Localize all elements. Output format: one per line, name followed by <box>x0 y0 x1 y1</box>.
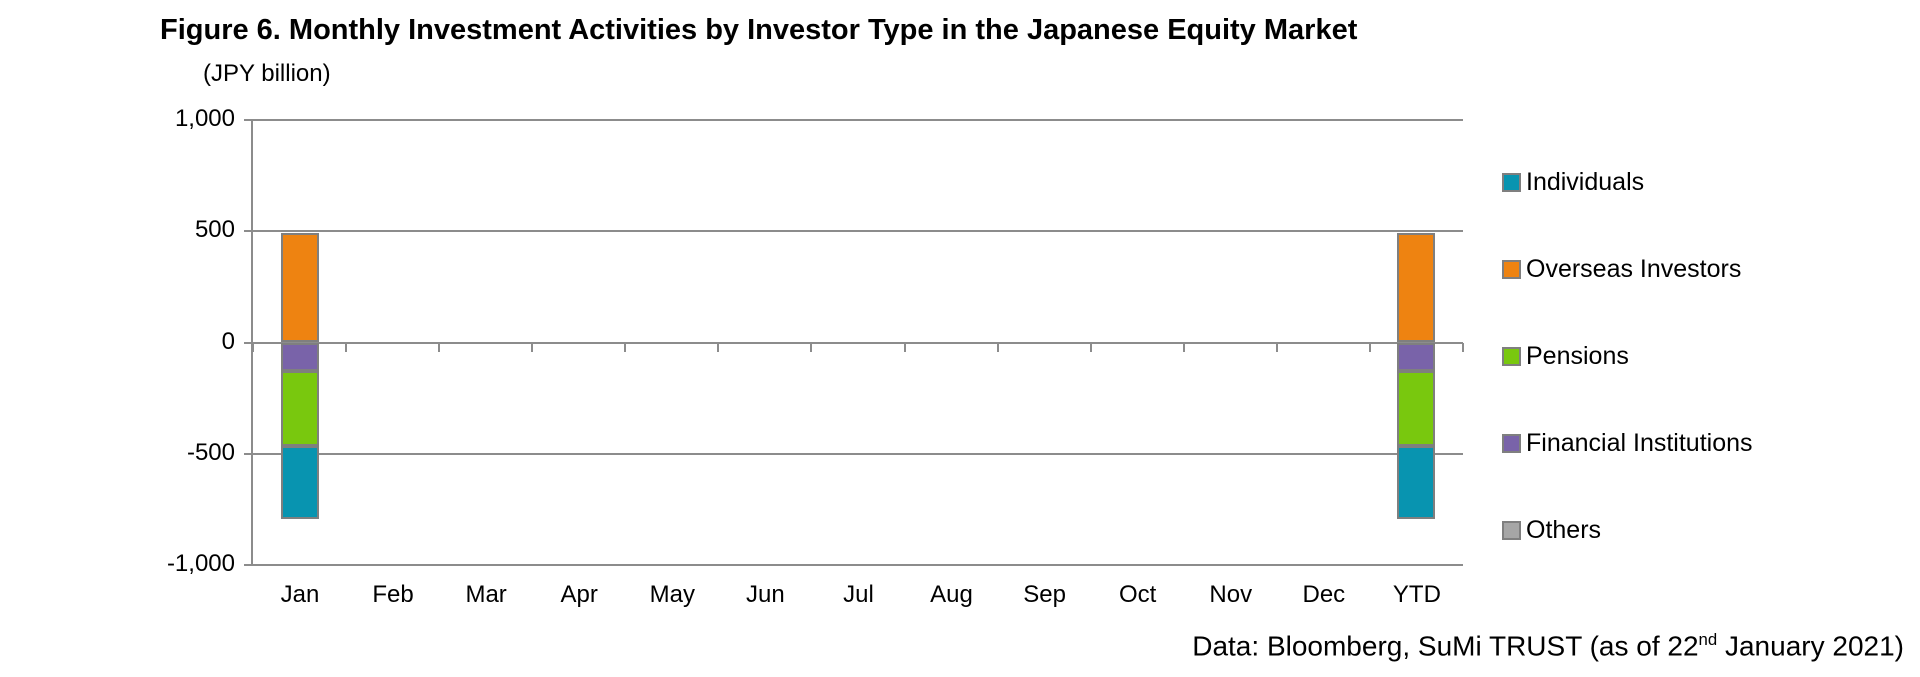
bar-segment-individuals <box>1397 445 1436 520</box>
gridline <box>244 341 1463 344</box>
y-tick-label: 500 <box>194 216 235 244</box>
x-axis-tick <box>1182 342 1185 352</box>
legend-item-pensions: Pensions <box>1502 342 1629 371</box>
legend-label: Individuals <box>1526 168 1645 196</box>
bar-segment-financial-institutions <box>280 342 319 372</box>
legend-swatch-icon <box>1502 173 1521 192</box>
legend-swatch-icon <box>1502 347 1521 366</box>
legend-label: Pensions <box>1526 342 1629 370</box>
x-axis-tick <box>252 342 254 352</box>
x-axis-tick <box>624 342 627 352</box>
legend-swatch-icon <box>1502 521 1521 540</box>
bar-segment-financial-institutions <box>1397 342 1436 372</box>
x-tick-label: May <box>649 581 695 608</box>
x-tick-label: Mar <box>465 581 507 608</box>
y-tick-label: -500 <box>186 438 235 466</box>
gridline <box>244 452 1463 455</box>
x-tick-label: Jul <box>843 581 874 608</box>
data-source-superscript: nd <box>1698 630 1718 649</box>
bar-segment-pensions <box>280 371 319 446</box>
data-source-text-end: January 2021) <box>1717 630 1904 662</box>
x-tick-label: Dec <box>1302 581 1346 608</box>
x-axis-tick <box>345 342 348 352</box>
x-tick-label: Apr <box>560 581 598 608</box>
legend-label: Overseas Investors <box>1526 255 1742 283</box>
x-axis-tick <box>531 342 534 352</box>
legend-item-overseas-investors: Overseas Investors <box>1502 255 1741 284</box>
bar-segment-overseas-investors <box>1397 233 1436 343</box>
gridline <box>244 230 1463 233</box>
bar-segment-individuals <box>280 445 319 520</box>
legend-item-others: Others <box>1502 516 1601 545</box>
gridline <box>244 564 1463 566</box>
x-axis-tick <box>1275 342 1278 352</box>
x-tick-label: Feb <box>372 581 414 608</box>
x-axis-tick <box>438 342 441 352</box>
gridline <box>244 119 1463 121</box>
x-axis-tick <box>810 342 813 352</box>
x-axis-tick <box>1462 342 1464 352</box>
chart-title: Figure 6. Monthly Investment Activities … <box>160 14 1358 46</box>
x-axis-tick <box>717 342 720 352</box>
x-tick-label: Aug <box>930 581 973 608</box>
legend-swatch-icon <box>1502 260 1521 279</box>
x-tick-label: Sep <box>1023 581 1066 608</box>
x-axis-tick <box>903 342 906 352</box>
data-source-text: Data: Bloomberg, SuMi TRUST (as of 22 <box>1192 630 1699 662</box>
legend-label: Financial Institutions <box>1526 429 1753 457</box>
legend-label: Others <box>1526 516 1602 544</box>
plot-area <box>244 119 1464 566</box>
y-tick-label: -1,000 <box>166 550 235 577</box>
x-tick-label: Jan <box>280 581 320 608</box>
y-tick-label: 1,000 <box>174 105 235 132</box>
x-tick-label: YTD <box>1392 581 1441 608</box>
x-axis-tick <box>1368 342 1371 352</box>
legend-item-financial-institutions: Financial Institutions <box>1502 429 1753 458</box>
bar-segment-pensions <box>1397 371 1436 446</box>
y-axis-unit-label: (JPY billion) <box>203 60 331 87</box>
x-tick-label: Oct <box>1119 581 1157 608</box>
x-axis-tick <box>996 342 999 352</box>
y-tick-label: 0 <box>221 327 235 355</box>
x-tick-label: Jun <box>746 581 785 608</box>
legend-item-individuals: Individuals <box>1502 168 1644 197</box>
x-axis-tick <box>1089 342 1092 352</box>
legend-swatch-icon <box>1502 434 1521 453</box>
data-source-note: Data: Bloomberg, SuMi TRUST (as of 22nd … <box>1192 630 1904 662</box>
bar-segment-overseas-investors <box>280 233 319 343</box>
x-tick-label: Nov <box>1209 581 1253 608</box>
